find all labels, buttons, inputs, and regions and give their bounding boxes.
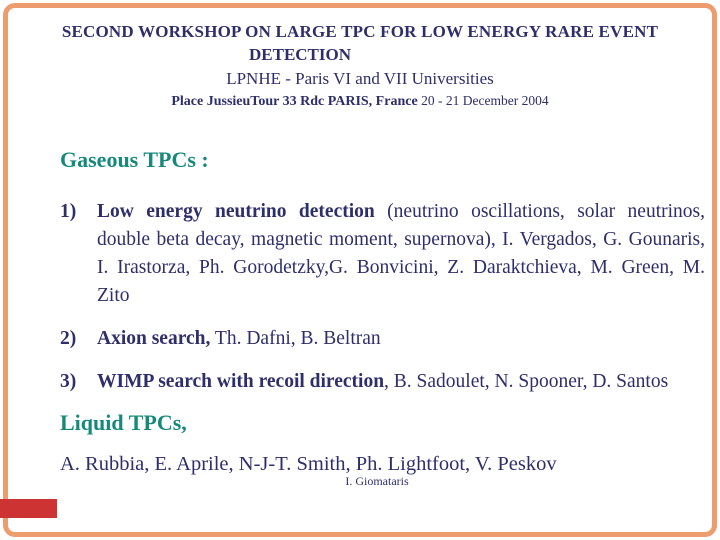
list-item-detail: (neutrino oscillations, solar neutrinos,… <box>97 201 705 306</box>
list-item-text: Low energy neutrino detection (neutrino … <box>97 198 705 310</box>
list-item-number: 1) <box>60 201 77 222</box>
list-item-detail: Th. Dafni, B. Beltran <box>210 328 381 349</box>
list-item-topic: Axion search, <box>97 328 211 349</box>
slide-header: SECOND WORKSHOP ON LARGE TPC FOR LOW ENE… <box>0 0 720 111</box>
list-item-topic: WIMP search with recoil direction <box>97 371 385 392</box>
venue-address: Place JussieuTour 33 Rdc PARIS, France <box>171 94 418 109</box>
red-marker <box>0 499 57 518</box>
gaseous-tpcs-heading: Gaseous TPCs : <box>60 147 209 172</box>
workshop-title-line2: DETECTION <box>248 45 352 64</box>
list-item-number: 3) <box>60 371 77 392</box>
liquid-tpcs-authors: A. Rubbia, E. Aprile, N-J-T. Smith, Ph. … <box>60 453 557 475</box>
liquid-tpcs-heading: Liquid TPCs, <box>60 410 187 435</box>
list-item-neutrino-detection: 1) Low energy neutrino detection (neutri… <box>60 198 705 310</box>
venue-line: Place JussieuTour 33 Rdc PARIS, France 2… <box>0 92 720 111</box>
list-item-topic: Low energy neutrino detection <box>97 201 375 222</box>
credit-line: I. Giomataris <box>345 474 409 488</box>
list-item-wimp-search: 3) WIMP search with recoil direction, B.… <box>60 368 705 396</box>
event-dates: 20 - 21 December 2004 <box>421 93 549 108</box>
institution-line: LPNHE - Paris VI and VII Universities <box>226 69 494 88</box>
workshop-title-line1: SECOND WORKSHOP ON LARGE TPC FOR LOW ENE… <box>61 22 659 41</box>
list-item-axion-search: 2) Axion search, Th. Dafni, B. Beltran <box>60 325 705 353</box>
list-item-number: 2) <box>60 328 77 349</box>
list-item-detail: , B. Sadoulet, N. Spooner, D. Santos <box>384 371 669 392</box>
list-item-text: WIMP search with recoil direction, B. Sa… <box>97 368 705 396</box>
slide-body: Gaseous TPCs : 1) Low energy neutrino de… <box>0 147 720 488</box>
topic-list: 1) Low energy neutrino detection (neutri… <box>60 198 705 396</box>
list-item-text: Axion search, Th. Dafni, B. Beltran <box>97 325 705 353</box>
